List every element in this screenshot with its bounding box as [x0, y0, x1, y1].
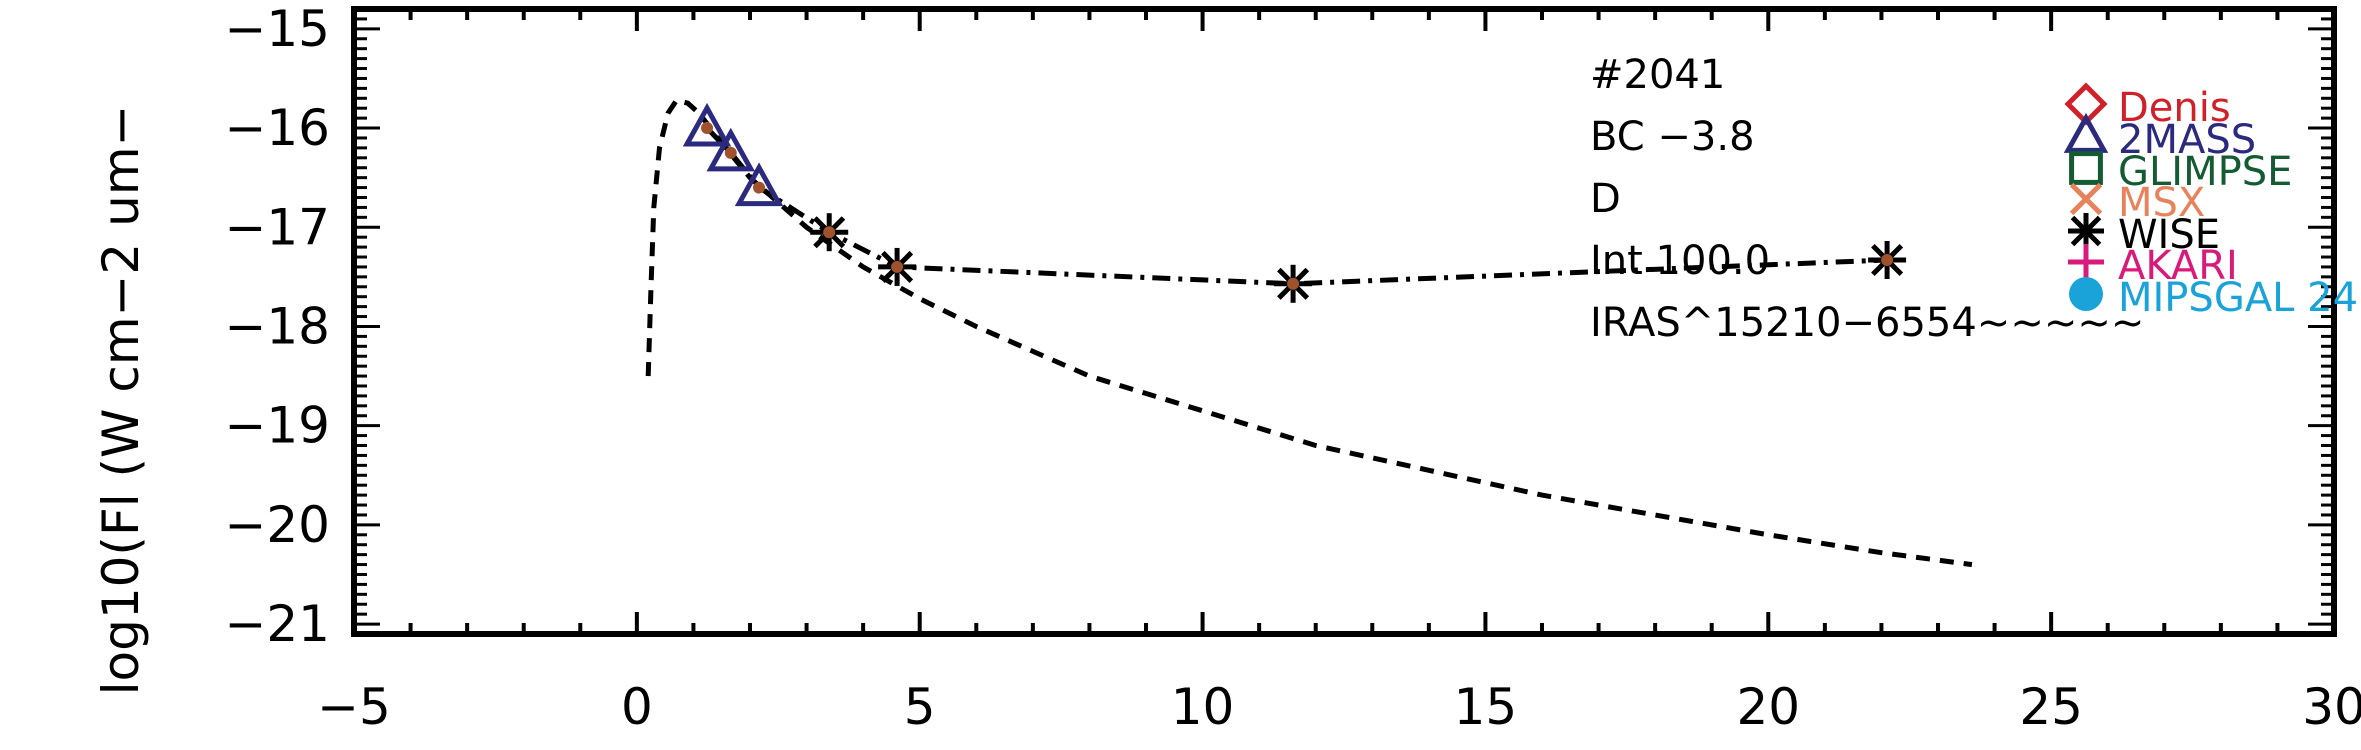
legend-wise-label: WISE [2118, 212, 2220, 258]
triangle-marker [682, 102, 732, 147]
plot-axes: −5 0 5 10 15 20 25 30 −21 −20 −19 −18 −17 −16 −15 [224, 0, 2361, 736]
dot-marker [701, 122, 714, 135]
dot-marker [823, 226, 836, 239]
y-tick-label: −18 [224, 297, 330, 355]
legend-glimpse-icon [2069, 151, 2103, 185]
data-points [682, 102, 1907, 303]
x-tick-label: 15 [1454, 678, 1518, 736]
legend-glimpse-label: GLIMPSE [2118, 149, 2292, 195]
legend-2mass-label: 2MASS [2118, 117, 2256, 163]
square-marker [2069, 151, 2103, 185]
triangle-marker [2063, 112, 2109, 153]
annotation-line: BC −3.8 [1590, 114, 1755, 160]
legend-denis-label: Denis [2118, 85, 2231, 131]
y-tick-label: −16 [224, 99, 330, 157]
x-tick-label: 20 [1736, 678, 1800, 736]
y-tick-label: −21 [224, 595, 330, 653]
model-curve-dashed [645, 97, 1973, 568]
triangle-marker [706, 127, 756, 172]
legend-akari-label: AKARI [2118, 243, 2238, 289]
flux-point [724, 146, 737, 159]
y-tick-label: −17 [224, 198, 330, 256]
flux-point [701, 122, 714, 135]
legend-msx-icon [2069, 182, 2103, 216]
2mass-point [734, 162, 784, 207]
x-tick-label: 30 [2302, 678, 2361, 736]
y-tick-label: −20 [224, 496, 330, 554]
dot-marker [724, 146, 737, 159]
dot-marker [1287, 277, 1300, 290]
flux-point [1287, 277, 1300, 290]
asterisk-stroke [2070, 215, 2102, 247]
legend-mipsgal-24-label: MIPSGAL 24 [2118, 275, 2358, 321]
x-tick-label: 25 [2019, 678, 2083, 736]
y-tick-label: −15 [224, 0, 330, 58]
legend-msx-label: MSX [2118, 180, 2205, 226]
annotation-line: IRAS^15210−6554~~~~~ [1590, 300, 2144, 346]
2mass-point [682, 102, 732, 147]
legend-akari-icon [2068, 244, 2104, 280]
x-tick-label: 10 [1171, 678, 1235, 736]
x-stroke [2069, 182, 2103, 216]
legend-wise-icon [2068, 213, 2104, 249]
dot-marker [1881, 253, 1894, 266]
x-tick-label: 0 [621, 678, 653, 736]
dot-marker [891, 260, 904, 273]
flux-point [753, 181, 766, 194]
circle-marker [2069, 277, 2103, 311]
y-axis-label: log10(Fl (W cm−2 um− [92, 105, 150, 696]
flux-point [891, 260, 904, 273]
annotation-line: #2041 [1590, 52, 1725, 98]
x-tick-label: 5 [904, 678, 936, 736]
triangle-marker [734, 162, 784, 207]
annotation-line: D [1590, 176, 1621, 222]
2mass-point [706, 127, 756, 172]
annotation-line: Int 100.0 [1590, 238, 1770, 284]
legend-mipsgal-24-icon [2069, 277, 2103, 311]
dot-marker [753, 181, 766, 194]
legend-2mass-icon [2063, 112, 2109, 153]
annotation-block: #2041 BC −3.8 D Int 100.0 IRAS^15210−6554~~~… [1590, 52, 2144, 346]
plot-frame [351, 6, 2337, 637]
flux-point [823, 226, 836, 239]
y-tick-label: −19 [224, 397, 330, 455]
x-tick-label: −5 [317, 678, 391, 736]
flux-point [1881, 253, 1894, 266]
